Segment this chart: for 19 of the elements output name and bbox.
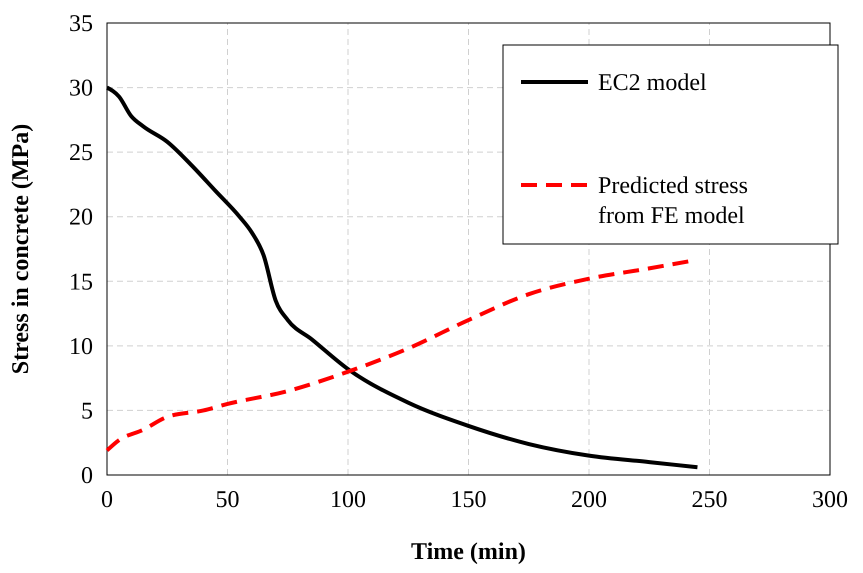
y-tick-label: 35 bbox=[69, 11, 93, 37]
x-tick-label: 300 bbox=[812, 487, 848, 513]
x-tick-label: 50 bbox=[216, 487, 240, 513]
x-tick-label: 150 bbox=[450, 487, 486, 513]
legend-label: Predicted stress from FE model bbox=[598, 173, 748, 229]
y-tick-label: 5 bbox=[81, 398, 93, 424]
y-tick-label: 25 bbox=[69, 140, 93, 166]
x-axis-title: Time (min) bbox=[411, 539, 526, 565]
y-tick-label: 30 bbox=[69, 76, 93, 102]
y-tick-label: 10 bbox=[69, 334, 93, 360]
x-tick-label: 200 bbox=[571, 487, 607, 513]
y-axis-title: Stress in concrete (MPa) bbox=[8, 124, 34, 374]
legend-label: EC2 model bbox=[598, 70, 707, 96]
y-tick-label: 0 bbox=[81, 463, 93, 489]
y-tick-label: 15 bbox=[69, 269, 93, 296]
x-tick-label: 250 bbox=[692, 487, 728, 513]
x-tick-label: 0 bbox=[101, 487, 113, 513]
x-tick-label: 100 bbox=[330, 487, 366, 513]
y-tick-label: 20 bbox=[69, 204, 93, 231]
